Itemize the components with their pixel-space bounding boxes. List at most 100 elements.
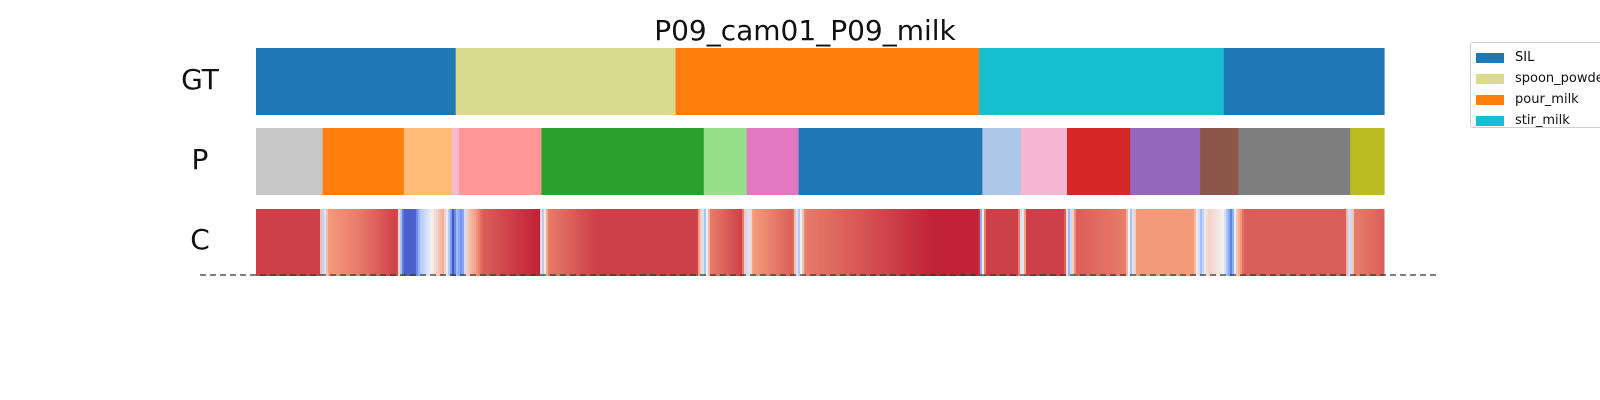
confidence-cell	[948, 209, 951, 276]
confidence-cell	[946, 209, 949, 276]
confidence-cell	[1206, 209, 1209, 276]
legend-item-sil: SIL	[1476, 47, 1600, 68]
confidence-cell	[1042, 209, 1045, 276]
confidence-cell	[450, 209, 453, 276]
confidence-cell	[262, 209, 265, 276]
row-labels: GT P C	[181, 63, 220, 256]
confidence-cell	[394, 209, 397, 276]
confidence-cell	[628, 209, 631, 276]
confidence-cell	[738, 209, 741, 276]
confidence-cell	[1378, 209, 1381, 276]
confidence-cell	[934, 209, 937, 276]
confidence-cell	[802, 209, 805, 276]
confidence-cell	[1264, 209, 1267, 276]
confidence-cell	[1088, 209, 1091, 276]
confidence-cell	[410, 209, 413, 276]
confidence-cell	[1162, 209, 1165, 276]
confidence-cell	[812, 209, 815, 276]
confidence-cell	[264, 209, 267, 276]
confidence-cell	[1004, 209, 1007, 276]
confidence-cell	[952, 209, 955, 276]
confidence-cell	[378, 209, 381, 276]
confidence-cell	[794, 209, 797, 276]
confidence-cell	[472, 209, 475, 276]
confidence-cell	[1298, 209, 1301, 276]
confidence-cell	[680, 209, 683, 276]
confidence-cell	[1048, 209, 1051, 276]
confidence-strip	[256, 209, 1385, 276]
confidence-cell	[656, 209, 659, 276]
confidence-cell	[1190, 209, 1193, 276]
confidence-cell	[1040, 209, 1043, 276]
confidence-cell	[846, 209, 849, 276]
confidence-cell	[1310, 209, 1313, 276]
confidence-cell	[554, 209, 557, 276]
confidence-cell	[276, 209, 279, 276]
confidence-cell	[366, 209, 369, 276]
confidence-cell	[720, 209, 723, 276]
confidence-cell	[662, 209, 665, 276]
confidence-cell	[412, 209, 415, 276]
confidence-cell	[792, 209, 795, 276]
confidence-cell	[424, 209, 427, 276]
confidence-cell	[286, 209, 289, 276]
confidence-cell	[326, 209, 329, 276]
confidence-cell	[840, 209, 843, 276]
confidence-cell	[1082, 209, 1085, 276]
segment-p-13	[1200, 128, 1240, 195]
confidence-cell	[1328, 209, 1331, 276]
confidence-cell	[1256, 209, 1259, 276]
confidence-cell	[1272, 209, 1275, 276]
confidence-cell	[1044, 209, 1047, 276]
confidence-cell	[376, 209, 379, 276]
confidence-cell	[842, 209, 845, 276]
confidence-cell	[1108, 209, 1111, 276]
confidence-cell	[1026, 209, 1029, 276]
confidence-cell	[1312, 209, 1315, 276]
confidence-cell	[770, 209, 773, 276]
confidence-cell	[714, 209, 717, 276]
confidence-cell	[1320, 209, 1323, 276]
confidence-cell	[1104, 209, 1107, 276]
confidence-cell	[734, 209, 737, 276]
confidence-cell	[280, 209, 283, 276]
confidence-cell	[1174, 209, 1177, 276]
confidence-cell	[636, 209, 639, 276]
confidence-cell	[710, 209, 713, 276]
confidence-cell	[724, 209, 727, 276]
confidence-cell	[644, 209, 647, 276]
confidence-cell	[436, 209, 439, 276]
confidence-cell	[1080, 209, 1083, 276]
confidence-cell	[870, 209, 873, 276]
confidence-cell	[420, 209, 423, 276]
confidence-cell	[660, 209, 663, 276]
confidence-cell	[1184, 209, 1187, 276]
legend-item-pour-milk: pour_milk	[1476, 89, 1600, 110]
confidence-cell	[820, 209, 823, 276]
confidence-cell	[1316, 209, 1319, 276]
confidence-cell	[826, 209, 829, 276]
confidence-cell	[968, 209, 971, 276]
confidence-cell	[468, 209, 471, 276]
confidence-cell	[1268, 209, 1271, 276]
legend-label: stir_milk	[1515, 113, 1570, 128]
confidence-cell	[630, 209, 633, 276]
confidence-cell	[434, 209, 437, 276]
confidence-cell	[1182, 209, 1185, 276]
confidence-cell	[456, 209, 459, 276]
confidence-cell	[312, 209, 315, 276]
confidence-cell	[686, 209, 689, 276]
confidence-cell	[1172, 209, 1175, 276]
confidence-cell	[632, 209, 635, 276]
confidence-cell	[612, 209, 615, 276]
confidence-cell	[370, 209, 373, 276]
confidence-cell	[728, 209, 731, 276]
confidence-cell	[596, 209, 599, 276]
confidence-cell	[1274, 209, 1277, 276]
confidence-cell	[396, 209, 399, 276]
confidence-cell	[532, 209, 535, 276]
confidence-cell	[1072, 209, 1075, 276]
confidence-cell	[1198, 209, 1201, 276]
confidence-cell	[1168, 209, 1171, 276]
confidence-cell	[1302, 209, 1305, 276]
